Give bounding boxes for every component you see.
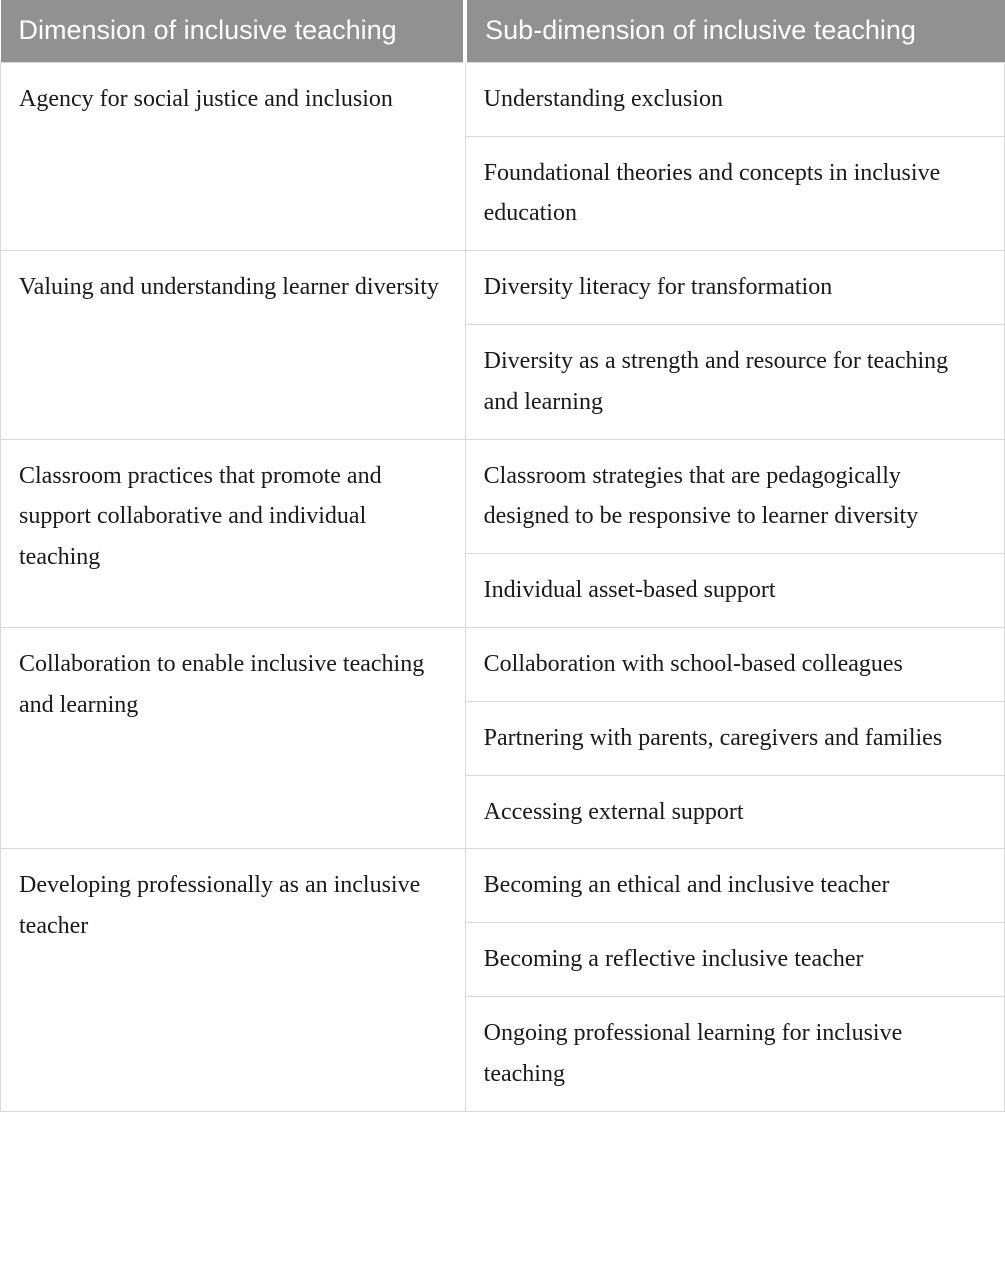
dimension-cell: Developing professionally as an inclusiv… [1,849,466,1111]
table-row: Agency for social justice and inclusion … [1,62,1005,136]
subdimension-cell: Foundational theories and concepts in in… [465,136,1004,251]
subdimension-cell: Understanding exclusion [465,62,1004,136]
subdimension-cell: Becoming a reflective inclusive teacher [465,923,1004,997]
dimensions-table: Dimension of inclusive teaching Sub-dime… [0,0,1005,1112]
table-row: Valuing and understanding learner divers… [1,251,1005,325]
subdimension-cell: Diversity literacy for transformation [465,251,1004,325]
table-row: Collaboration to enable inclusive teachi… [1,627,1005,701]
subdimension-cell: Classroom strategies that are pedagogica… [465,439,1004,554]
dimension-cell: Classroom practices that promote and sup… [1,439,466,627]
col-header-dimension: Dimension of inclusive teaching [1,0,466,62]
subdimension-cell: Diversity as a strength and resource for… [465,324,1004,439]
col-header-subdimension: Sub-dimension of inclusive teaching [465,0,1004,62]
subdimension-cell: Partnering with parents, caregivers and … [465,701,1004,775]
subdimension-cell: Individual asset-based support [465,554,1004,628]
subdimension-cell: Collaboration with school-based colleagu… [465,627,1004,701]
table-row: Classroom practices that promote and sup… [1,439,1005,554]
subdimension-cell: Accessing external support [465,775,1004,849]
subdimension-cell: Becoming an ethical and inclusive teache… [465,849,1004,923]
dimension-cell: Collaboration to enable inclusive teachi… [1,627,466,848]
table-body: Agency for social justice and inclusion … [1,62,1005,1111]
subdimension-cell: Ongoing professional learning for inclus… [465,996,1004,1111]
table-header-row: Dimension of inclusive teaching Sub-dime… [1,0,1005,62]
dimension-cell: Agency for social justice and inclusion [1,62,466,250]
dimension-cell: Valuing and understanding learner divers… [1,251,466,439]
table-row: Developing professionally as an inclusiv… [1,849,1005,923]
